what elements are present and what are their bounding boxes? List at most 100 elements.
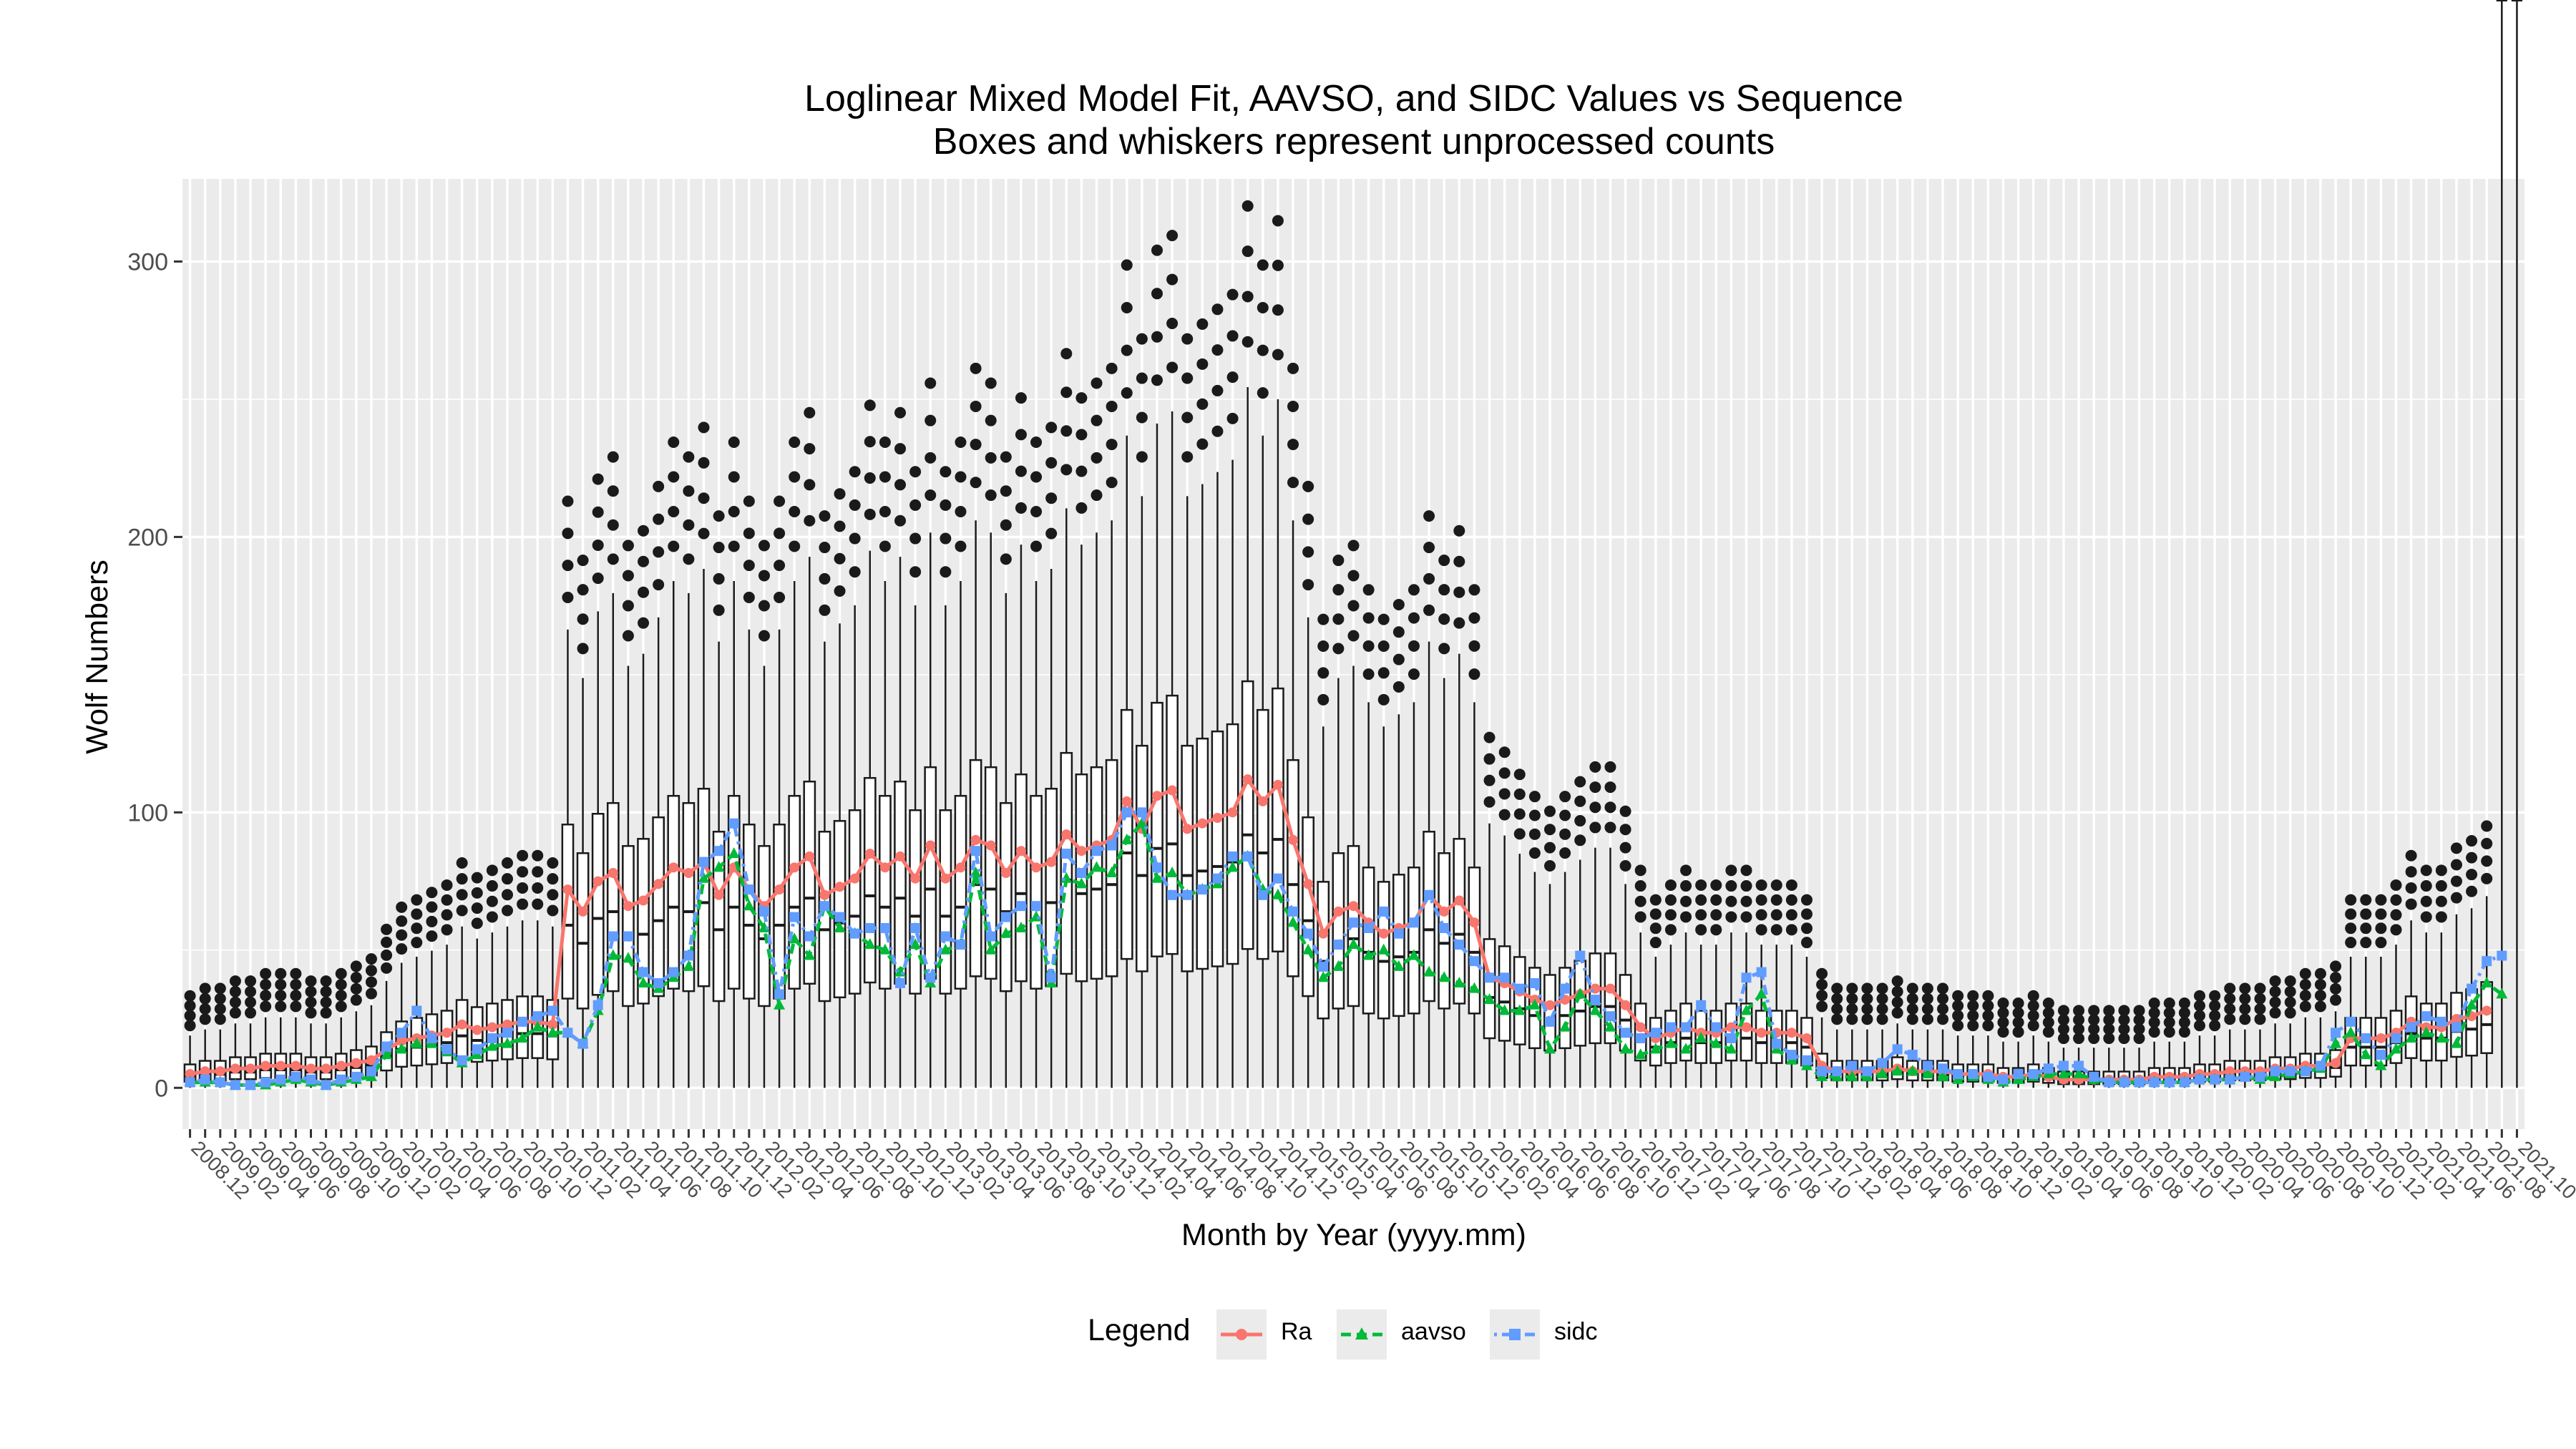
outlier-point (849, 566, 861, 578)
outlier-point (1423, 542, 1435, 554)
outlier-point (804, 406, 816, 419)
outlier-point (2103, 1023, 2115, 1035)
outlier-point (1649, 894, 1662, 906)
outlier-point (698, 421, 710, 434)
outlier-point (1211, 344, 1224, 356)
point-sidc (2179, 1077, 2190, 1088)
outlier-point (1241, 336, 1254, 348)
outlier-point (441, 909, 453, 921)
point-sidc (502, 1028, 512, 1038)
point-ra (306, 1063, 316, 1074)
outlier-point (365, 953, 377, 965)
outlier-point (2360, 894, 2372, 906)
point-sidc (879, 923, 890, 934)
outlier-point (350, 960, 362, 972)
outlier-point (1664, 879, 1677, 891)
point-sidc (653, 977, 664, 988)
outlier-point (2481, 837, 2493, 849)
outlier-point (894, 514, 907, 527)
outlier-point (1272, 259, 1284, 271)
outlier-point (1725, 864, 1737, 877)
outlier-point (1619, 841, 1631, 854)
box-body (727, 794, 741, 990)
point-sidc (306, 1074, 316, 1085)
box-body (1317, 881, 1330, 1020)
outlier-point (2118, 1033, 2130, 1045)
point-sidc (1847, 1060, 1858, 1071)
outlier-point (1559, 809, 1571, 821)
outlier-point (245, 975, 257, 987)
point-aavso (1680, 1043, 1692, 1054)
point-sidc (1968, 1069, 1979, 1080)
box-body (1483, 938, 1496, 1040)
point-sidc (1726, 1033, 1737, 1043)
point-ra (1046, 857, 1057, 867)
outlier-point (577, 643, 589, 655)
point-ra (245, 1063, 256, 1074)
point-sidc (1892, 1044, 1903, 1055)
point-sidc (713, 846, 724, 857)
point-sidc (2149, 1077, 2160, 1088)
point-ra (713, 889, 724, 900)
outlier-point (2088, 1014, 2100, 1026)
outlier-point (2466, 885, 2478, 897)
outlier-point (1921, 992, 1933, 1005)
outlier-point (1136, 372, 1148, 384)
point-sidc (1424, 889, 1435, 900)
outlier-point (1015, 502, 1027, 514)
point-aavso (864, 938, 876, 950)
point-sidc (1771, 1038, 1782, 1049)
outlier-point (2254, 992, 2266, 1005)
outlier-point (1906, 1003, 1918, 1015)
box-body (576, 852, 590, 1010)
outlier-point (924, 452, 937, 464)
point-aavso (486, 1040, 498, 1051)
point-sidc (1257, 889, 1268, 900)
outlier-point (229, 975, 241, 987)
outlier-point (2435, 880, 2447, 892)
outlier-point (2254, 1013, 2266, 1025)
point-aavso (1544, 1043, 1556, 1054)
outlier-point (2375, 937, 2387, 949)
outlier-point (1287, 477, 1299, 489)
outlier-point (1770, 879, 1782, 891)
outlier-point (743, 495, 755, 507)
outlier-point (1407, 668, 1420, 680)
point-sidc (940, 931, 951, 942)
point-ra (2376, 1033, 2386, 1043)
outlier-point (1091, 489, 1103, 502)
outlier-point (1921, 982, 1933, 995)
point-ra (955, 862, 966, 873)
outlier-point (940, 566, 952, 578)
outlier-point (350, 982, 362, 995)
outlier-point (2405, 882, 2417, 894)
outlier-point (1861, 1013, 1873, 1025)
outlier-point (698, 492, 710, 504)
point-aavso (547, 1026, 559, 1038)
point-ra (864, 849, 875, 859)
outlier-point (456, 904, 468, 917)
chart-subtitle: Boxes and whiskers represent unprocessed… (933, 121, 1775, 162)
outlier-point (2148, 1026, 2160, 1038)
point-aavso (1513, 1004, 1526, 1015)
point-ra (441, 1028, 452, 1038)
outlier-point (532, 866, 544, 878)
outlier-point (774, 560, 786, 572)
outlier-point (789, 505, 801, 517)
point-sidc (275, 1074, 286, 1085)
outlier-point (335, 1000, 347, 1013)
point-aavso (774, 998, 786, 1010)
box-body (954, 794, 967, 990)
point-aavso (1891, 1065, 1903, 1076)
outlier-point (1664, 894, 1677, 906)
outlier-point (607, 485, 619, 497)
point-ra (653, 879, 664, 889)
outlier-point (592, 539, 604, 551)
outlier-point (2057, 1033, 2069, 1045)
outlier-point (501, 889, 513, 901)
outlier-point (1362, 640, 1375, 652)
outlier-point (1483, 796, 1496, 808)
outlier-point (1438, 643, 1450, 655)
outlier-point (1392, 680, 1405, 693)
box-body (561, 824, 575, 1000)
